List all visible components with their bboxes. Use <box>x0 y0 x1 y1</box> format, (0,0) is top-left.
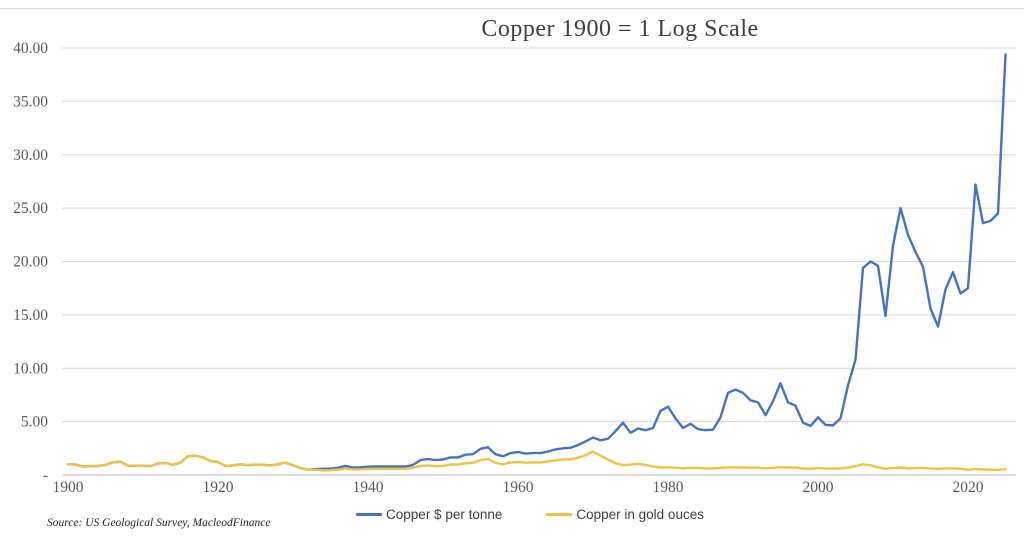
y-axis-tick-label: 20.00 <box>13 254 48 271</box>
x-axis-tick-label: 1980 <box>653 479 684 496</box>
x-axis-tick-label: 1920 <box>203 479 234 496</box>
series-line-copper-gold <box>66 450 1007 472</box>
x-axis-tick-label: 2020 <box>953 479 984 496</box>
legend-swatch-copper-gold-icon <box>546 513 573 516</box>
y-axis-tick-label: 40.00 <box>13 40 48 57</box>
legend-item-copper-gold: Copper in gold ouces <box>546 507 704 522</box>
y-axis-tick-label: 15.00 <box>13 307 48 324</box>
y-axis-tick-label: 25.00 <box>13 200 48 217</box>
chart-title: Copper 1900 = 1 Log Scale <box>481 16 759 42</box>
legend-label-copper-gold: Copper in gold ouces <box>576 507 704 522</box>
x-axis-tick-label: 2000 <box>803 479 834 496</box>
y-axis-tick-label: 30.00 <box>13 147 48 164</box>
chart-legend: Copper $ per tonne Copper in gold ouces <box>36 507 1024 522</box>
y-axis-tick-label: - <box>43 467 48 484</box>
source-note: Source: US Geological Survey, MacleodFin… <box>47 517 271 529</box>
y-axis-tick-label: 5.00 <box>21 414 48 431</box>
legend-swatch-copper-usd-icon <box>356 513 383 516</box>
legend-item-copper-usd: Copper $ per tonne <box>356 507 502 522</box>
x-axis-tick-label: 1940 <box>353 479 384 496</box>
y-axis-tick-label: 35.00 <box>13 93 48 110</box>
x-axis-tick-label: 1900 <box>53 479 84 496</box>
chart-top-border <box>0 8 1024 9</box>
y-axis-tick-label: 10.00 <box>13 360 48 377</box>
legend-label-copper-usd: Copper $ per tonne <box>386 507 503 522</box>
x-axis-tick-label: 1960 <box>503 479 534 496</box>
series-line-copper-usd <box>66 53 1007 471</box>
